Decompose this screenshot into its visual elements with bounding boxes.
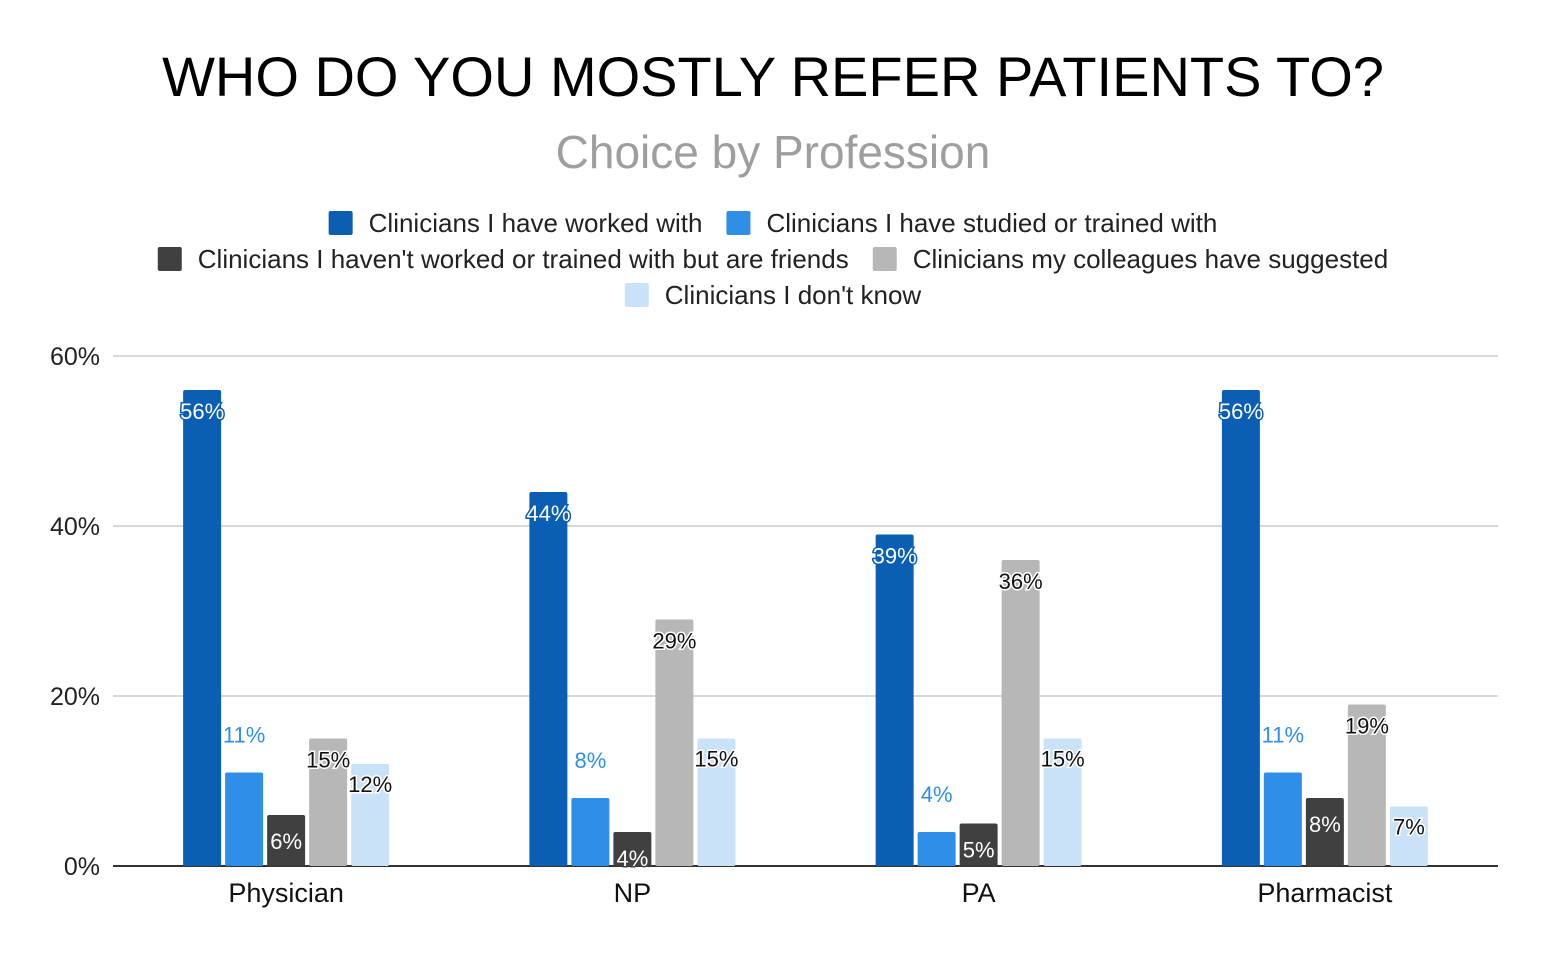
y-tick-label: 60% [50, 343, 100, 371]
chart-subtitle: Choice by Profession [556, 126, 991, 178]
data-label: 12% [348, 772, 392, 797]
data-label: 56% [1219, 399, 1263, 424]
data-label: 6% [270, 829, 302, 854]
legend-label: Clinicians I don't know [665, 280, 922, 310]
bar [613, 832, 652, 866]
legend-swatch [328, 211, 353, 235]
bar [917, 832, 956, 866]
legend: Clinicians I have worked with Clinicians … [157, 208, 1389, 310]
bar [1043, 738, 1082, 866]
data-label: 56% [180, 399, 224, 424]
bar [225, 772, 264, 866]
data-label: 8% [574, 748, 606, 773]
data-label: 4% [921, 782, 953, 807]
bars [183, 390, 1428, 866]
data-label: 15% [694, 747, 738, 772]
bar [1263, 772, 1302, 866]
data-label: 4% [616, 846, 648, 871]
bar [571, 798, 610, 866]
bar [183, 390, 222, 866]
legend-label: Clinicians I have worked with [369, 208, 703, 238]
data-label: 15% [306, 748, 350, 773]
data-label: 39% [873, 544, 917, 569]
y-tick-label: 40% [50, 513, 100, 541]
data-label: 5% [963, 838, 995, 863]
legend-swatch [624, 283, 649, 307]
data-label: 11% [1262, 723, 1304, 748]
data-label: 44% [526, 501, 570, 526]
bar [875, 534, 914, 866]
bar [959, 823, 998, 866]
bar [1389, 806, 1428, 866]
bar [697, 738, 736, 866]
data-label: 36% [999, 569, 1043, 594]
x-tick-label: PA [962, 878, 996, 908]
data-label: 8% [1309, 812, 1341, 837]
y-tick-label: 0% [64, 853, 100, 881]
bar [1001, 560, 1040, 866]
bar [267, 815, 306, 866]
bar [1221, 390, 1260, 866]
bar [655, 619, 694, 866]
data-label: 15% [1041, 747, 1085, 772]
legend-label: Clinicians my colleagues have suggested [913, 244, 1389, 274]
bar [351, 764, 390, 866]
x-tick-label: Physician [228, 878, 344, 908]
data-labels: 56%11%6%15%12%44%8%4%29%15%39%4%5%36%15%… [179, 398, 1427, 873]
chart-title: WHO DO YOU MOSTLY REFER PATIENTS TO? [162, 45, 1384, 108]
y-tick-label: 20% [50, 683, 100, 711]
x-tick-label: Pharmacist [1257, 878, 1393, 908]
bar [529, 492, 568, 866]
data-label: 29% [652, 629, 696, 654]
bar [309, 738, 348, 866]
data-label: 11% [223, 723, 265, 748]
legend-swatch [872, 247, 897, 271]
bar [1305, 798, 1344, 866]
legend-label: Clinicians I have studied or trained wit… [766, 208, 1217, 238]
x-tick-label: NP [614, 878, 652, 908]
x-axis: Physician NP PA Pharmacist [228, 878, 1393, 908]
y-axis: 0% 20% 40% 60% [50, 343, 100, 881]
data-label: 7% [1393, 815, 1425, 840]
bar [1347, 704, 1386, 866]
legend-swatch [157, 247, 182, 271]
legend-swatch [726, 211, 751, 235]
legend-label: Clinicians I haven't worked or trained w… [198, 244, 849, 274]
data-label: 19% [1345, 714, 1389, 739]
